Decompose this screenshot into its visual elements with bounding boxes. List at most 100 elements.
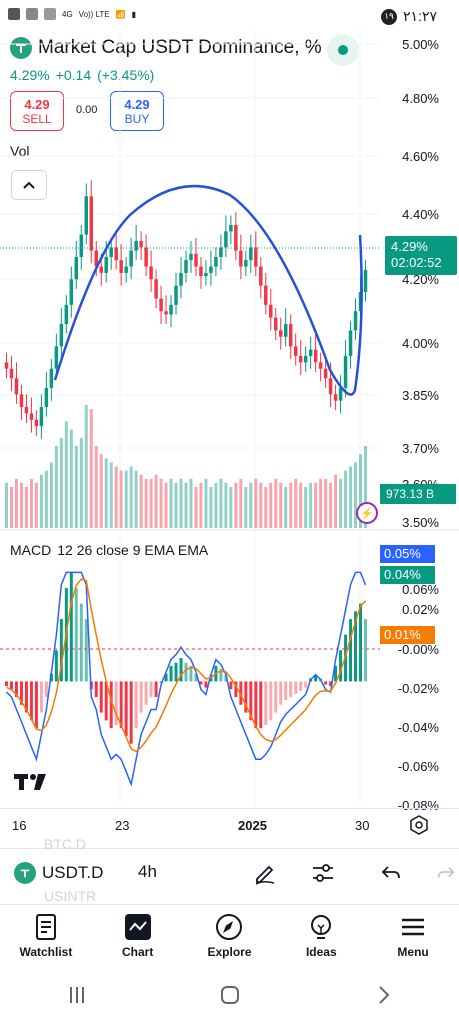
nav-watchlist[interactable]: Watchlist	[0, 905, 92, 966]
macd-histogram-bar	[54, 650, 58, 682]
macd-histogram-bar	[324, 681, 328, 685]
volume-bar	[104, 458, 108, 528]
last-price: 4.29%	[10, 67, 50, 83]
macd-histogram-bar	[334, 665, 338, 682]
volume-bar	[274, 478, 278, 528]
volume-bar	[129, 466, 133, 528]
recent-apps-icon[interactable]	[65, 983, 89, 1007]
nav-label: Explore	[207, 945, 252, 959]
volume-bar	[314, 482, 318, 528]
system-navigation-bar	[0, 966, 459, 1024]
macd-histogram	[5, 572, 367, 744]
candle-body	[144, 247, 148, 267]
collapse-legend-button[interactable]	[11, 170, 47, 200]
adjacent-symbol-prev[interactable]: BTC.D	[44, 836, 86, 852]
time-label: 16	[12, 818, 27, 833]
drawing-tools-button[interactable]	[252, 860, 278, 886]
macd-histogram-bar	[314, 675, 318, 682]
volume-legend[interactable]: Vol	[10, 143, 30, 159]
macd-legend[interactable]: MACD 12 26 close 9 EMA EMA	[10, 542, 208, 558]
candle-body	[288, 324, 293, 347]
candles	[4, 180, 368, 439]
macd-histogram-bar	[44, 681, 48, 697]
adjacent-symbol-next[interactable]: USINTR	[44, 888, 97, 904]
macd-histogram-bar	[289, 681, 293, 697]
nav-menu[interactable]: Menu	[367, 905, 459, 966]
last-price-tag: 4.29% 02:02:52	[385, 236, 457, 275]
undo-button[interactable]	[378, 860, 404, 886]
candle-body	[49, 368, 54, 388]
sell-price: 4.29	[24, 96, 50, 112]
volume-bar	[149, 478, 153, 528]
redo-button[interactable]	[436, 860, 456, 886]
symbol-selector[interactable]: USDT.D	[14, 862, 103, 884]
menu-icon	[402, 918, 425, 936]
home-icon[interactable]	[218, 983, 242, 1007]
interval-selector[interactable]: 4h	[138, 862, 157, 881]
time-label: 23	[115, 818, 130, 833]
macd-histogram-bar	[184, 662, 188, 682]
compass-icon	[216, 914, 243, 940]
macd-histogram-bar	[84, 619, 88, 682]
candle-body	[99, 266, 103, 273]
notification-icon	[8, 8, 20, 20]
macd-histogram-bar	[144, 681, 148, 705]
volume-bar	[199, 482, 203, 528]
macd-histogram-bar	[339, 650, 343, 682]
candle-body	[229, 225, 233, 232]
candle-body	[308, 349, 313, 356]
buy-button[interactable]: 4.29 BUY	[110, 91, 164, 131]
market-status-indicator[interactable]	[327, 34, 359, 66]
candle-body	[39, 407, 44, 427]
indicators-button[interactable]	[310, 860, 336, 886]
macd-tick: 0.06%	[402, 582, 439, 597]
watchlist-icon	[35, 914, 56, 940]
nav-chart[interactable]: Chart	[92, 905, 184, 966]
status-bar: 4G Vo)) LTE 📶 ▮ ۱۹ ۲۱:۲۷	[0, 0, 459, 34]
volume-bar	[279, 482, 283, 528]
chart-grid	[0, 30, 380, 806]
time-axis[interactable]	[0, 808, 459, 840]
sell-button[interactable]: 4.29 SELL	[10, 91, 64, 131]
candle-body	[293, 346, 298, 356]
volume-bar	[29, 478, 33, 528]
lightning-icon[interactable]: ⚡	[356, 502, 378, 524]
price-chart[interactable]	[0, 0, 459, 808]
symbol-header[interactable]: Market Cap USDT Dominance, %	[10, 37, 322, 59]
macd-histogram-bar	[259, 681, 263, 729]
macd-tick: 0.02%	[402, 602, 439, 617]
macd-histogram-bar	[359, 603, 363, 682]
candle-body	[129, 250, 133, 267]
pencil-icon	[255, 865, 275, 885]
volume-bar	[354, 462, 358, 528]
volume-bar	[174, 482, 178, 528]
candle-body	[224, 231, 228, 248]
price-tick: 3.70%	[402, 441, 439, 456]
volume-bar	[239, 478, 243, 528]
candle-body	[343, 355, 348, 388]
volume-bar	[69, 429, 73, 528]
candle-body	[264, 285, 268, 305]
chart-settings-button[interactable]	[408, 814, 430, 836]
tradingview-logo[interactable]	[14, 772, 50, 798]
volume-bar	[319, 478, 323, 528]
status-right: ۱۹ ۲۱:۲۷	[381, 8, 437, 25]
chart-icon	[124, 914, 151, 940]
macd-histogram-bar	[269, 681, 273, 721]
volume-bar	[24, 487, 28, 528]
candle-body	[69, 279, 74, 305]
candle-body	[209, 266, 213, 273]
back-icon[interactable]	[371, 983, 395, 1007]
candle-body	[24, 407, 29, 414]
candle-body	[214, 256, 218, 267]
nav-label: Ideas	[305, 945, 337, 959]
price-tick: 4.40%	[402, 207, 439, 222]
tether-icon	[10, 37, 32, 59]
nav-explore[interactable]: Explore	[184, 905, 276, 966]
nav-ideas[interactable]: Ideas	[275, 905, 367, 966]
macd-histogram-bar	[104, 681, 108, 721]
volume-bar	[164, 482, 168, 528]
candle-body	[84, 196, 89, 235]
network-type: 4G	[62, 9, 73, 19]
candle-body	[104, 256, 108, 273]
